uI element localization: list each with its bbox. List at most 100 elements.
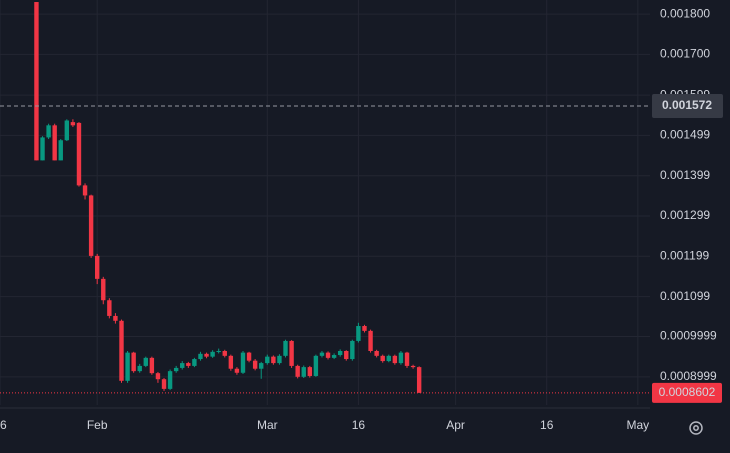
candle-body <box>76 122 82 186</box>
candle <box>398 351 404 365</box>
candle-body <box>234 368 240 373</box>
candle-body <box>131 352 136 372</box>
candle-body <box>252 360 258 369</box>
candle-body <box>313 355 319 376</box>
candle <box>234 367 240 375</box>
candle-body <box>58 140 63 161</box>
candle-body <box>325 352 331 358</box>
candle-body <box>404 352 410 366</box>
candle-body <box>101 278 106 301</box>
candle-body <box>64 120 70 141</box>
candle <box>386 354 391 363</box>
candle-body <box>240 352 246 373</box>
candle <box>94 253 100 285</box>
x-tick-label: May <box>627 418 650 432</box>
candle <box>337 349 343 357</box>
candle-body <box>416 367 422 393</box>
candle <box>198 351 203 361</box>
candle <box>246 351 252 363</box>
candle-body <box>210 351 215 357</box>
candle <box>295 364 300 379</box>
candle-body <box>137 365 142 372</box>
y-tick-label: 0.001299 <box>660 208 710 222</box>
candle <box>283 339 288 358</box>
candle <box>46 123 51 140</box>
candle <box>180 361 185 370</box>
candle-body <box>265 356 270 364</box>
candle <box>228 354 234 371</box>
candle <box>149 356 155 375</box>
candle-body <box>161 379 167 389</box>
candle-body <box>356 326 361 341</box>
x-tick-label: Feb <box>87 418 108 432</box>
candle <box>186 361 191 368</box>
candle <box>271 355 276 365</box>
candle <box>289 340 294 368</box>
candle-body <box>307 367 313 376</box>
candle <box>58 139 63 161</box>
gear-ring <box>689 421 703 435</box>
candle <box>307 365 313 378</box>
candle <box>240 351 246 374</box>
candle-body <box>198 353 203 360</box>
candle-body <box>259 363 264 369</box>
candle-body <box>337 351 343 356</box>
candle-body <box>380 355 385 362</box>
x-tick-label: 16 <box>0 418 7 432</box>
candle-body <box>222 351 227 356</box>
candle-body <box>204 353 209 357</box>
candle <box>125 351 130 383</box>
candle-body <box>52 125 57 161</box>
candle-body <box>94 255 100 279</box>
candle-body <box>350 340 355 360</box>
candle-body <box>125 352 130 381</box>
candle <box>325 351 331 360</box>
candle <box>82 183 88 200</box>
candle <box>392 354 398 365</box>
candle-body <box>301 367 306 377</box>
candle <box>313 354 319 377</box>
x-tick-label: 16 <box>540 418 554 432</box>
candle <box>265 354 270 365</box>
candle <box>368 329 373 353</box>
candle <box>252 359 258 371</box>
candle-body <box>283 340 288 356</box>
candle <box>131 351 136 373</box>
candle <box>410 364 416 369</box>
candle <box>222 349 227 358</box>
candle-body <box>368 330 373 351</box>
candle <box>88 194 94 258</box>
x-tick-label: 16 <box>352 418 366 432</box>
candle-body <box>173 367 179 372</box>
candle-body <box>277 355 282 364</box>
candle-body <box>216 351 221 352</box>
candle-body <box>70 122 76 126</box>
x-tick-label: Mar <box>257 418 278 432</box>
settings-icon[interactable] <box>689 421 703 435</box>
candle <box>210 350 215 358</box>
candle-body <box>119 320 124 381</box>
last-price-label: 0.0008602 <box>659 385 716 399</box>
x-tick-label: Apr <box>446 418 465 432</box>
candle-body <box>319 352 325 356</box>
candle <box>119 319 124 383</box>
candle-body <box>34 2 39 161</box>
candle <box>101 276 106 305</box>
candle <box>192 357 197 368</box>
candle <box>64 119 70 142</box>
y-tick-label: 0.001800 <box>660 6 710 20</box>
candle <box>344 350 349 361</box>
candle-body <box>46 125 51 138</box>
candle <box>107 298 112 319</box>
candle <box>40 136 45 161</box>
y-tick-label: 0.001099 <box>660 289 710 303</box>
candle <box>113 313 118 324</box>
candle <box>137 363 142 373</box>
candle <box>70 119 76 127</box>
candle-body <box>167 371 173 389</box>
y-tick-label: 0.0009999 <box>660 329 717 343</box>
candle-body <box>107 300 112 316</box>
candle <box>143 356 148 368</box>
candle-body <box>149 357 155 374</box>
candle-body <box>192 359 197 366</box>
